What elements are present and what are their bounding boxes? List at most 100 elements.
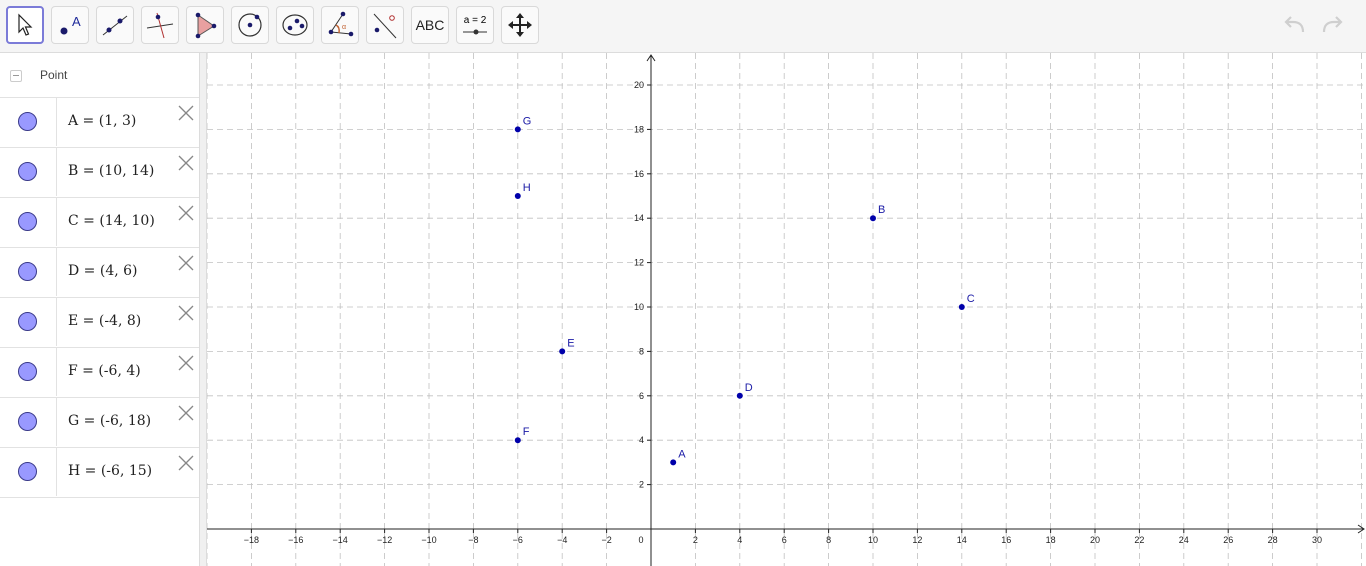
point-definition[interactable]: H = (-6, 15) [68,463,153,479]
visibility-toggle[interactable] [0,198,57,246]
delete-icon[interactable] [177,104,195,122]
marble-icon[interactable] [18,262,37,281]
redo-button[interactable] [1316,12,1346,40]
x-tick-label: −4 [557,535,567,545]
delete-icon[interactable] [177,454,195,472]
graphics-view[interactable]: −18 −16 −14 −12 −10 −8 −6 −4 −2 0 2 4 6 8 10 12 14 16 18 20… [207,53,1366,566]
x-tick-label: 18 [1046,535,1056,545]
line-tool[interactable] [96,6,134,44]
point-label-F[interactable]: F [523,426,530,438]
visibility-toggle[interactable] [0,398,57,446]
x-tick-label: 6 [782,535,787,545]
delete-icon[interactable] [177,304,195,322]
point-label-G[interactable]: G [523,115,532,127]
x-tick-label: 0 [638,535,643,545]
algebra-list: A = (1, 3) B = (10, 14) C = (14, 10) D = (4… [0,98,199,498]
algebra-row-A[interactable]: A = (1, 3) [0,98,199,148]
text-tool[interactable]: ABC [411,6,449,44]
delete-icon[interactable] [177,254,195,272]
perpendicular-tool[interactable] [141,6,179,44]
point-definition[interactable]: D = (4, 6) [68,263,138,279]
point-definition[interactable]: A = (1, 3) [68,113,137,129]
delete-icon[interactable] [177,204,195,222]
ellipse-icon [282,14,308,36]
point-label-A[interactable]: A [678,448,686,460]
marble-icon[interactable] [18,162,37,181]
algebra-view: Point A = (1, 3) B = (10, 14) C = (14, 10)… [0,53,200,566]
marble-icon[interactable] [18,312,37,331]
x-tick-label: 30 [1312,535,1322,545]
polygon-icon [195,12,217,39]
visibility-toggle[interactable] [0,248,57,296]
point-A[interactable] [670,459,677,466]
polygon-tool[interactable] [186,6,224,44]
point-icon: A [60,14,81,35]
algebra-row-B[interactable]: B = (10, 14) [0,148,199,198]
delete-icon[interactable] [177,154,195,172]
visibility-toggle[interactable] [0,448,57,496]
algebra-row-D[interactable]: D = (4, 6) [0,248,199,298]
visibility-toggle[interactable] [0,98,57,146]
marble-icon[interactable] [18,412,37,431]
point-label-B[interactable]: B [878,204,885,216]
y-tick-label: 12 [634,258,644,268]
reflect-tool[interactable] [366,6,404,44]
point-H[interactable] [514,193,521,199]
point-definition[interactable]: B = (10, 14) [68,163,155,179]
algebra-row-H[interactable]: H = (-6, 15) [0,448,199,498]
point-definition[interactable]: F = (-6, 4) [68,363,141,379]
point-tool[interactable]: A [51,6,89,44]
x-tick-label: 24 [1179,535,1189,545]
slider-tool[interactable]: a = 2 [456,6,494,44]
delete-icon[interactable] [177,404,195,422]
visibility-toggle[interactable] [0,298,57,346]
x-tick-label: −6 [513,535,523,545]
x-tick-label: 28 [1268,535,1278,545]
x-tick-label: 4 [737,535,742,545]
slider-icon [463,29,487,35]
circle-tool[interactable] [231,6,269,44]
angle-tool[interactable]: α [321,6,359,44]
x-tick-label: −8 [468,535,478,545]
algebra-row-G[interactable]: G = (-6, 18) [0,398,199,448]
view-splitter[interactable] [200,53,207,566]
move-tool[interactable] [6,6,44,44]
y-tick-label: 18 [634,124,644,134]
algebra-row-C[interactable]: C = (14, 10) [0,198,199,248]
point-label-C[interactable]: C [967,293,975,305]
point-definition[interactable]: G = (-6, 18) [68,413,152,429]
algebra-row-E[interactable]: E = (-4, 8) [0,298,199,348]
point-definition[interactable]: C = (14, 10) [68,213,155,229]
marble-icon[interactable] [18,462,37,481]
y-tick-label: 16 [634,169,644,179]
point-label-D[interactable]: D [745,382,753,394]
collapse-icon[interactable] [10,70,22,82]
marble-icon[interactable] [18,212,37,231]
x-tick-label: 14 [957,535,967,545]
move-view-icon [508,13,532,37]
point-C[interactable] [958,304,965,310]
point-E[interactable] [559,348,566,355]
y-tick-label: 20 [634,80,644,90]
point-label-E[interactable]: E [567,337,574,349]
point-F[interactable] [514,437,521,444]
algebra-row-F[interactable]: F = (-6, 4) [0,348,199,398]
delete-icon[interactable] [177,354,195,372]
y-tick-label: 10 [634,302,644,312]
undo-button[interactable] [1281,12,1311,40]
category-header-point[interactable]: Point [0,53,199,98]
visibility-toggle[interactable] [0,348,57,396]
point-G[interactable] [514,126,521,133]
marble-icon[interactable] [18,362,37,381]
circle-icon [238,13,262,37]
x-tick-label: −12 [377,535,392,545]
point-label-H[interactable]: H [523,182,531,194]
visibility-toggle[interactable] [0,148,57,196]
move-view-tool[interactable] [501,6,539,44]
point-B[interactable] [870,215,876,222]
ellipse-tool[interactable] [276,6,314,44]
point-definition[interactable]: E = (-4, 8) [68,313,142,329]
point-D[interactable] [736,392,743,399]
marble-icon[interactable] [18,112,37,131]
